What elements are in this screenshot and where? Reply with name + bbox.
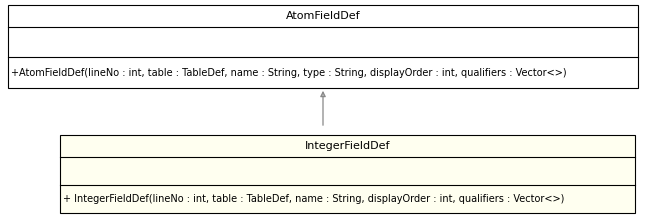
Text: +AtomFieldDef(lineNo : int, table : TableDef, name : String, type : String, disp: +AtomFieldDef(lineNo : int, table : Tabl…	[11, 67, 566, 78]
Text: IntegerFieldDef: IntegerFieldDef	[305, 141, 390, 151]
Text: AtomFieldDef: AtomFieldDef	[286, 11, 360, 21]
Bar	[60, 135, 635, 213]
Bar	[8, 5, 638, 88]
Text: + IntegerFieldDef(lineNo : int, table : TableDef, name : String, displayOrder : : + IntegerFieldDef(lineNo : int, table : …	[63, 194, 564, 204]
